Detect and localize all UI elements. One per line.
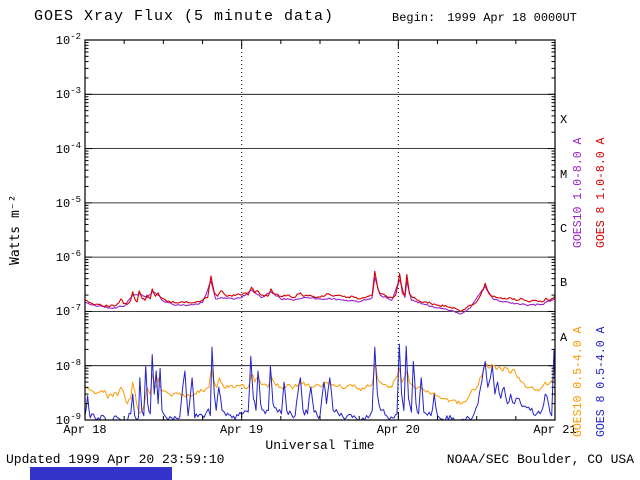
y-tick-label: 10-8 xyxy=(55,357,81,374)
flare-class-letter: M xyxy=(560,167,568,182)
plot-frame xyxy=(84,39,556,421)
y-tick-label: 10-4 xyxy=(55,140,81,157)
y-tick-label: 10-6 xyxy=(55,249,81,266)
x-tick-label: Apr 18 xyxy=(63,423,107,437)
updated-timestamp: Updated 1999 Apr 20 23:59:10 xyxy=(6,452,225,467)
trace-goes-8-1-0-8-0-a xyxy=(84,270,556,312)
y-tick-label: 10-7 xyxy=(55,303,81,320)
series-label-goes8-long: GOES 8 1.0-8.0 A xyxy=(595,137,608,248)
series-label-goes10-short: GOES10 0.5-4.0 A xyxy=(572,326,585,438)
flare-class-letter: A xyxy=(560,330,568,345)
series-label-goes8-short: GOES 8 0.5-4.0 A xyxy=(595,326,608,438)
begin-line: Begin: 1999 Apr 18 0000UT xyxy=(392,11,577,25)
flare-class-letter: B xyxy=(560,276,568,291)
chart-title: GOES Xray Flux (5 minute data) xyxy=(34,8,335,25)
flare-class-letter: C xyxy=(560,222,568,236)
trace-goes-8-0-5-4-0-a xyxy=(84,343,556,421)
flare-class-letter: X xyxy=(560,113,568,128)
x-tick-label: Apr 19 xyxy=(220,423,264,437)
x-tick-label: Apr 21 xyxy=(533,423,577,437)
trace-goes10-0-5-4-0-a xyxy=(84,363,556,414)
x-axis-title: Universal Time xyxy=(265,438,375,453)
y-tick-label: 10-2 xyxy=(55,32,81,48)
series-label-goes10-long: GOES10 1.0-8.0 A xyxy=(572,137,585,248)
y-tick-label: 10-9 xyxy=(55,412,81,428)
window-fragment xyxy=(30,467,172,480)
credit-text: NOAA/SEC Boulder, CO USA xyxy=(446,452,634,467)
begin-label: Begin: xyxy=(392,11,436,25)
x-tick-label: Apr 20 xyxy=(376,423,420,437)
y-tick-label: 10-5 xyxy=(55,194,81,211)
y-tick-label: 10-3 xyxy=(55,86,81,103)
trace-goes10-1-0-8-0-a xyxy=(85,277,556,315)
begin-value: 1999 Apr 18 0000UT xyxy=(447,11,577,25)
